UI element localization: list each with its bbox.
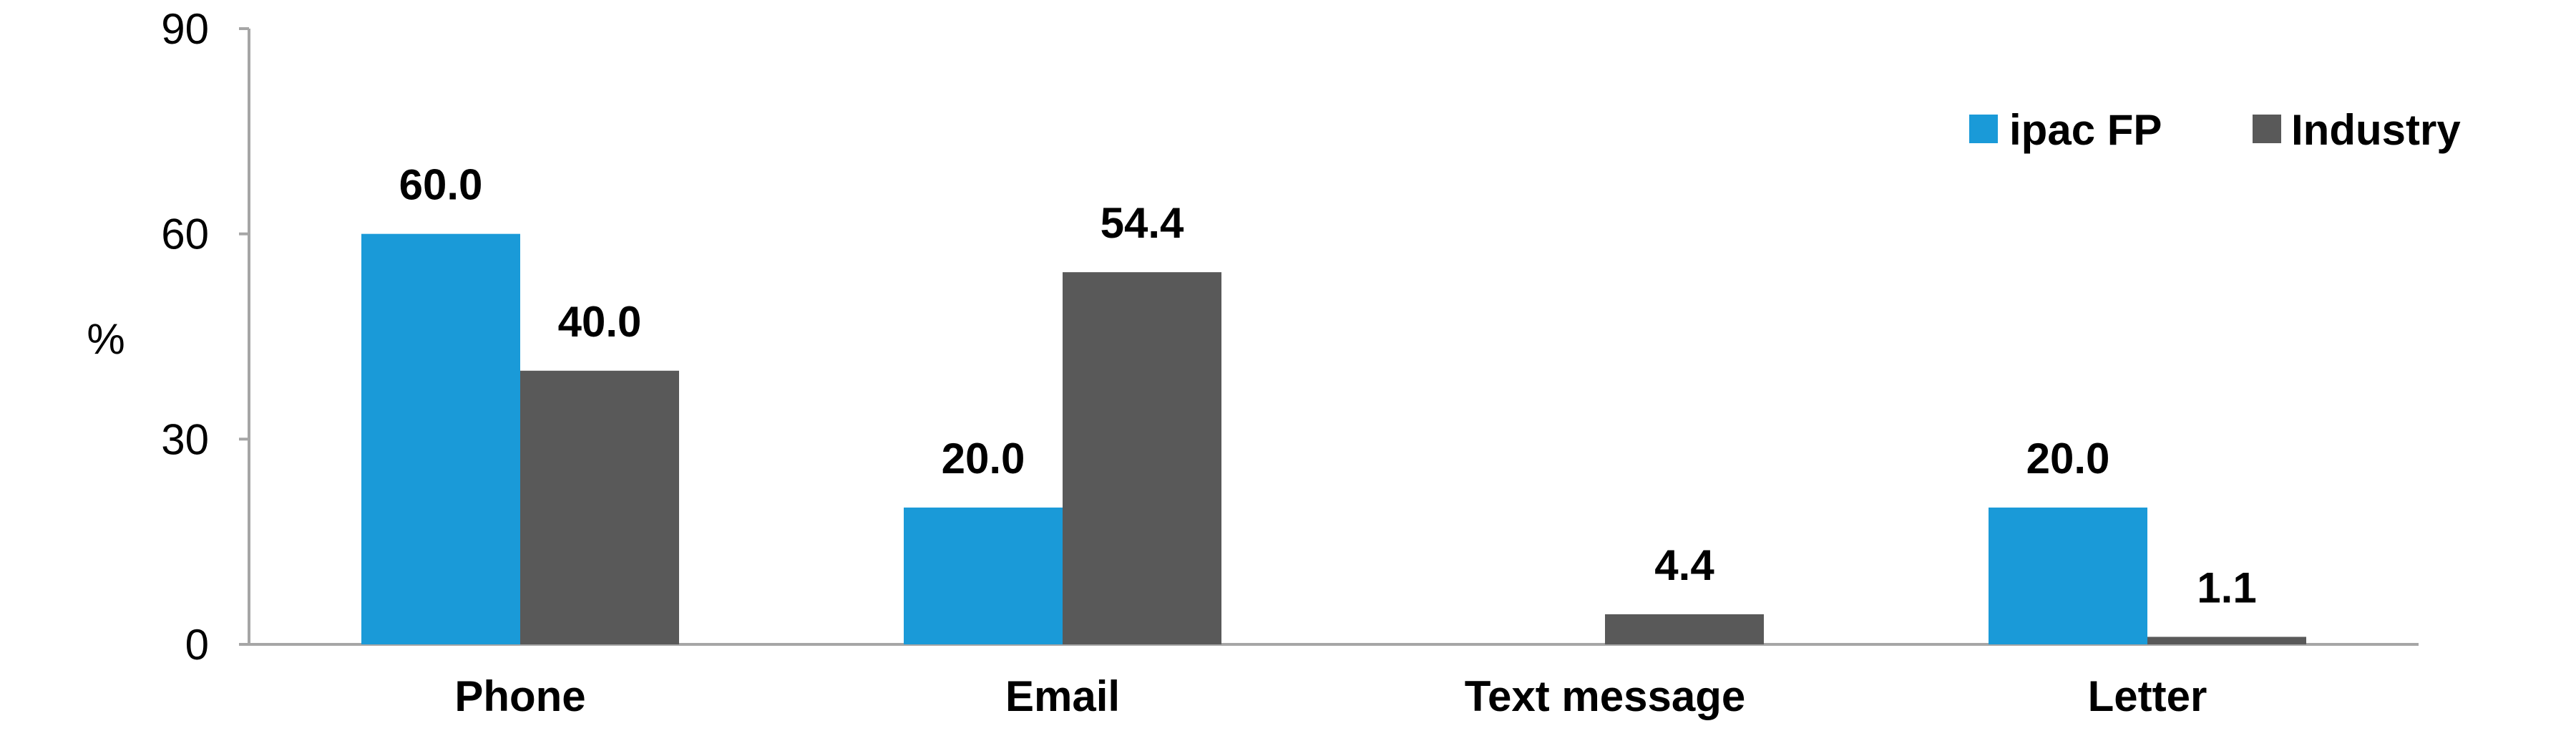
- legend: ipac FP Industry: [1969, 106, 2461, 154]
- bar-industry-phone: [520, 370, 679, 644]
- data-label: 54.4: [1101, 199, 1184, 247]
- bar-series-group: [361, 233, 2306, 645]
- legend-swatch: [1969, 115, 1998, 143]
- bar-ipac-fp-phone: [361, 233, 520, 645]
- data-label: 20.0: [2026, 435, 2110, 483]
- data-label: 20.0: [942, 435, 1025, 483]
- data-label: 4.4: [1654, 541, 1714, 589]
- y-axis-label: %: [87, 315, 125, 363]
- bar-industry-email: [1063, 272, 1221, 645]
- data-label: 60.0: [399, 161, 483, 209]
- legend-swatch: [2253, 115, 2281, 143]
- data-label: 40.0: [558, 298, 642, 346]
- x-category-label: Phone: [454, 672, 585, 720]
- y-tick-label: 30: [161, 415, 209, 463]
- x-category-label: Text message: [1465, 672, 1745, 720]
- y-tick-labels: 0 30 60 90: [161, 5, 249, 669]
- y-tick-label: 60: [161, 210, 209, 258]
- y-tick-label: 90: [161, 5, 209, 53]
- legend-label: ipac FP: [2009, 106, 2162, 154]
- legend-label: Industry: [2291, 106, 2461, 154]
- bar-industry-text-message: [1605, 614, 1764, 644]
- bar-industry-letter: [2147, 636, 2306, 644]
- x-category-label: Email: [1005, 672, 1120, 720]
- bar-ipac-fp-letter: [1989, 507, 2147, 644]
- y-tick-label: 0: [185, 621, 209, 669]
- x-category-label: Letter: [2088, 672, 2207, 720]
- bar-ipac-fp-email: [904, 507, 1063, 644]
- x-category-labels: Phone Email Text message Letter: [454, 672, 2207, 720]
- data-labels-group: 60.0 40.0 20.0 54.4 4.4 20.0 1.1: [399, 161, 2257, 612]
- data-label: 1.1: [2197, 563, 2256, 611]
